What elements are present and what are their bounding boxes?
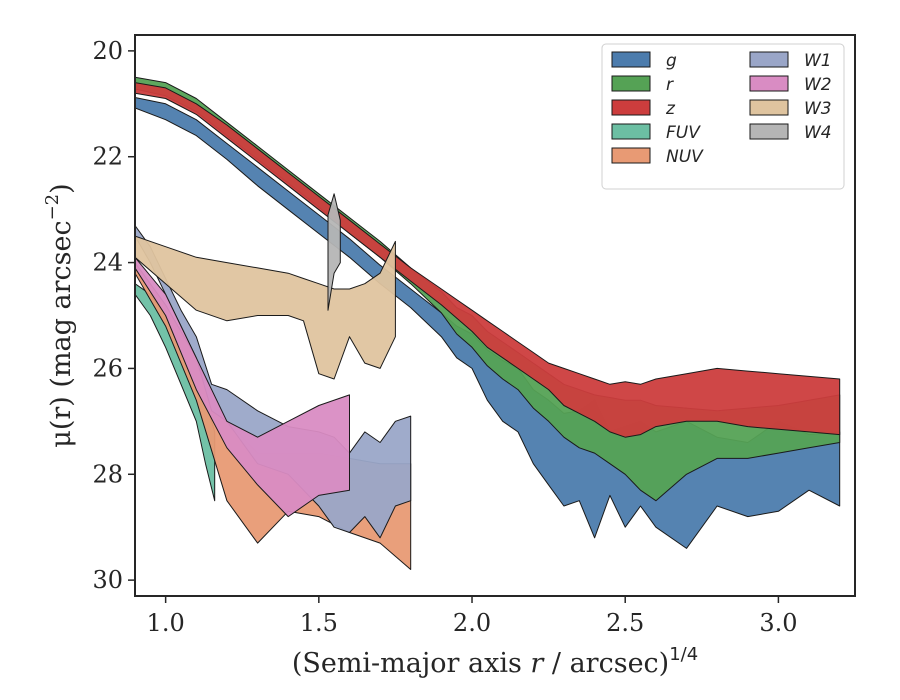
x-tick-label: 2.5	[606, 609, 644, 637]
legend-swatch-fuv	[611, 123, 651, 140]
legend-swatch-w3	[749, 99, 789, 116]
series-band-z	[135, 82, 841, 438]
y-axis-title: μ(r) (mag arcsec−2)	[42, 183, 77, 447]
legend-swatch-w1	[749, 51, 789, 68]
axes: 1.0 1.5 2.0 2.5 3.0 20 22 24 26 28 30	[92, 37, 797, 637]
plot-frame	[134, 34, 856, 597]
series-band-w4	[327, 193, 341, 311]
legend-label-fuv: FUV	[666, 123, 701, 143]
legend-label-w3: W3	[804, 99, 832, 119]
y-tick-label: 22	[92, 143, 123, 171]
legend: grz FUV NUV W1 W2 W3 W4	[601, 43, 845, 190]
plot-area	[135, 76, 841, 570]
legend-label-w1: W1	[804, 51, 832, 71]
y-tick-label: 24	[92, 249, 123, 277]
legend-label-nuv: NUV	[666, 147, 704, 167]
series-band-w3	[135, 235, 396, 380]
legend-label-w2: W2	[804, 75, 832, 95]
y-tick-label: 28	[92, 460, 123, 488]
legend-swatch-nuv	[611, 147, 651, 164]
legend-swatch-r	[611, 75, 651, 92]
series-band-w2	[135, 256, 350, 518]
legend-label-g: g	[666, 51, 677, 71]
x-tick-label: 3.0	[759, 609, 797, 637]
x-tick-label: 1.5	[300, 609, 338, 637]
x-tick-label: 1.0	[147, 609, 185, 637]
legend-swatch-w4	[749, 123, 789, 140]
x-axis-title: (Semi-major axis r / arcsec)1/4	[292, 644, 698, 679]
legend-label-w4: W4	[804, 123, 832, 143]
x-tick-label: 2.0	[453, 609, 491, 637]
y-tick-label: 30	[92, 566, 123, 594]
legend-swatch-z	[611, 99, 651, 116]
y-tick-label: 26	[92, 354, 123, 382]
y-tick-label: 20	[92, 37, 123, 65]
legend-swatch-w2	[749, 75, 789, 92]
legend-label-r: r	[666, 75, 674, 95]
legend-label-z: z	[665, 99, 676, 119]
legend-swatch-g	[611, 51, 651, 68]
